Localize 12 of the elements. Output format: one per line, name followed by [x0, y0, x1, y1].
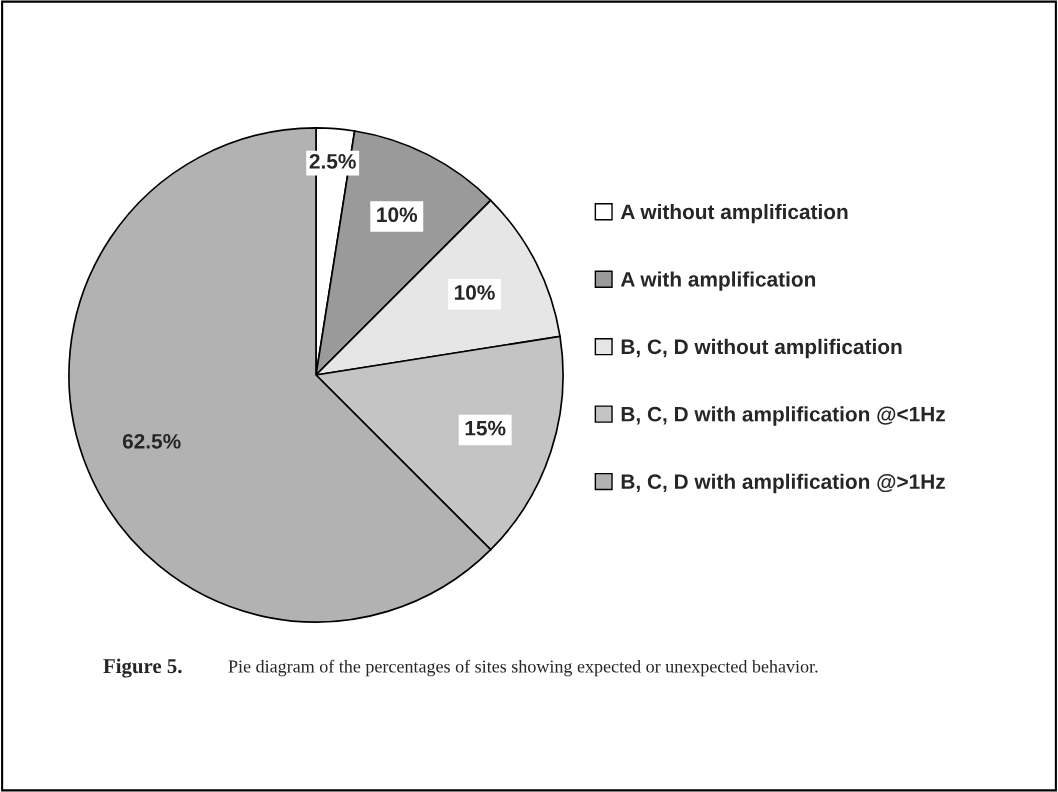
legend-label: B, C, D with amplification @<1Hz	[621, 406, 945, 426]
legend-label: B, C, D without amplification	[621, 338, 902, 359]
data-label: 10%	[454, 285, 495, 300]
legend-label: B, C, D with amplification @>1Hz	[621, 473, 945, 494]
data-label: 2.5%	[309, 154, 356, 169]
legend-label: A without amplification	[620, 203, 848, 224]
text: Pie diagram of the percentages of sites showing expected or unexpected behavior.	[228, 659, 818, 677]
data-label: 15%	[465, 420, 506, 436]
legend-label: A with amplification	[620, 271, 816, 291]
data-label: 62.5%	[122, 433, 181, 449]
caption: Figure 5.	[103, 658, 182, 678]
data-label: 10%	[377, 207, 418, 223]
